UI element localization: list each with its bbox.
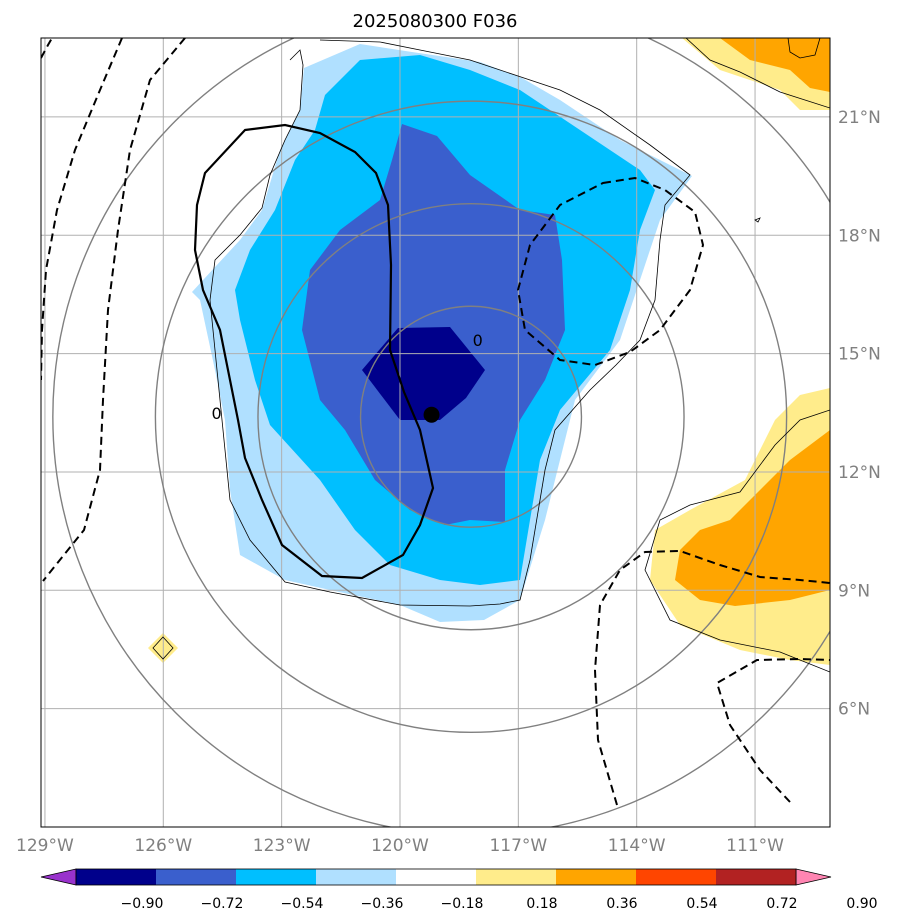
lat-tick-label-3: 15°N [838,345,881,365]
zero-contour-solid [193,123,435,580]
lon-tick-label-5: 114°W [608,836,666,856]
colorbar-segment-4 [396,869,476,885]
colorbar-segment-2 [236,869,316,885]
dashed-contour-east-loop [516,176,705,367]
colorbar-segment-8 [716,869,796,885]
lat-tick-label-5: 21°N [838,108,881,128]
positive-anomaly-region-ne-strong [720,38,830,92]
colorbar-extend-high [795,868,832,886]
negative-anomaly-region-core [362,327,485,420]
lon-tick-label-4: 117°W [489,836,547,856]
colorbar-label-1: −0.72 [201,896,244,912]
latitude-tick-labels: 6°N 9°N 12°N 15°N 18°N 21°N [838,108,881,720]
lat-tick-label-0: 6°N [838,700,870,720]
colorbar-label-2: −0.54 [281,896,324,912]
contour-label-0: 0 [473,331,483,350]
colorbar-segment-7 [636,869,716,885]
dashed-contour-nw-2 [41,38,123,381]
lon-tick-label-1: 126°W [134,836,192,856]
lon-tick-label-0: 129°W [16,836,74,856]
colorbar-label-9: 0.90 [846,896,877,912]
colorbar-segment-1 [156,869,236,885]
colorbar-segment-0 [76,869,156,885]
filled-anomaly-layer [148,38,830,665]
lon-tick-label-6: 111°W [726,836,784,856]
range-rings [52,38,830,827]
map-plot-area: 00 [41,38,830,827]
dashed-contour-west [42,38,186,582]
lat-tick-label-2: 12°N [838,463,881,483]
thin-contour-ne-region [685,38,830,109]
range-ring-2 [154,100,788,734]
lat-tick-label-1: 9°N [838,581,870,601]
colorbar-outline [75,868,797,886]
thin-contour-se-region [644,409,830,673]
longitude-tick-labels: 129°W 126°W 123°W 120°W 117°W 114°W 111°W [16,836,784,856]
colorbar-label-0: −0.90 [121,896,164,912]
lon-tick-label-3: 120°W [371,836,429,856]
negative-anomaly-region-strong [302,124,565,525]
thin-contour-west-region [209,39,691,607]
dashed-contour-se-1 [593,549,830,806]
storm-center-marker [423,406,440,423]
range-ring-0 [359,305,583,528]
colorbar-label-4: −0.18 [441,896,484,912]
colorbar-label-8: 0.72 [766,896,797,912]
dashed-contour-se-2 [715,657,830,803]
contour-label-1: 0 [211,404,221,423]
lat-tick-label-4: 18°N [838,226,881,246]
dashed-contour-nw-1 [41,38,53,59]
range-ring-3 [52,38,830,827]
dashed-contours [41,38,830,806]
range-ring-1 [257,202,685,631]
chart-title: 2025080300 F036 [353,11,518,32]
colorbar: −0.90 −0.72 −0.54 −0.36 −0.18 0.18 0.36 0.54 0.7… [40,868,878,912]
colorbar-extend-low [40,868,77,886]
colorbar-label-6: 0.36 [606,896,637,912]
thin-contour-islet [754,217,761,223]
colorbar-label-3: −0.36 [361,896,404,912]
colorbar-label-7: 0.54 [686,896,717,912]
map-frame [40,37,831,828]
colorbar-segment-6 [556,869,636,885]
lon-tick-label-2: 123°W [253,836,311,856]
contour-labels: 00 [211,331,483,423]
thin-contour-small [152,636,174,660]
colorbar-label-5: 0.18 [526,896,557,912]
thin-contour-ne-closed [787,38,821,59]
colorbar-segment-5 [476,869,556,885]
colorbar-segment-3 [316,869,396,885]
anomaly-outline-thin [152,38,830,673]
